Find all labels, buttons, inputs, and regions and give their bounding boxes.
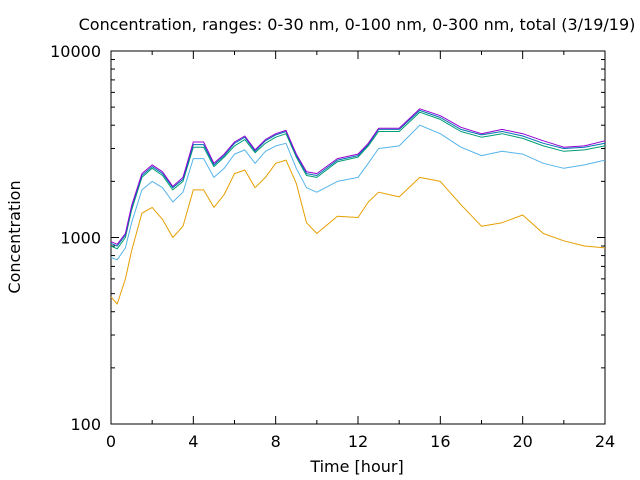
series-line-5 xyxy=(110,108,606,245)
series-line-4 xyxy=(110,109,606,247)
y-tick-label: 10000 xyxy=(50,42,101,61)
x-tick-label: 16 xyxy=(430,432,450,451)
y-tick-label: 1000 xyxy=(60,229,101,248)
chart-title: Concentration, ranges: 0-30 nm, 0-100 nm… xyxy=(79,15,636,34)
x-tick-label: 20 xyxy=(512,432,532,451)
series-line-1 xyxy=(110,159,606,305)
x-tick-label: 4 xyxy=(188,432,198,451)
x-tick-label: 24 xyxy=(595,432,615,451)
x-tick-label: 0 xyxy=(106,432,116,451)
y-tick-label: 100 xyxy=(70,415,101,434)
tick-marks xyxy=(110,50,606,425)
x-tick-label: 12 xyxy=(348,432,368,451)
y-axis-label: Concentration xyxy=(5,180,24,293)
x-axis-label: Time [hour] xyxy=(309,457,403,476)
series-line-2 xyxy=(110,124,606,261)
plot-frame xyxy=(110,50,606,425)
tick-labels: 0 4 8 12 16 20 24 100 1000 10000 xyxy=(50,42,615,451)
series-line-3 xyxy=(110,111,606,250)
series-group xyxy=(110,108,606,305)
x-tick-label: 8 xyxy=(271,432,281,451)
